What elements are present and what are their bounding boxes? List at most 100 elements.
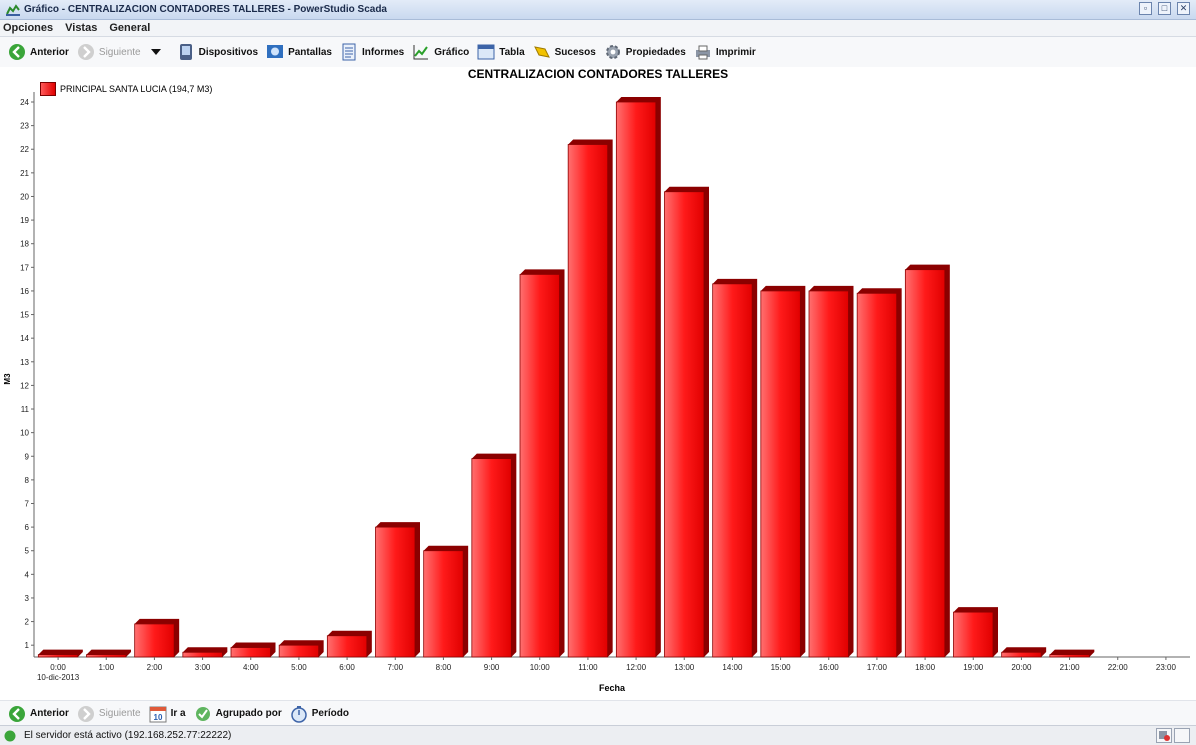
bar-depth: [86, 649, 131, 657]
x-tick-label: 14:00: [722, 663, 743, 672]
x-tick-label: 5:00: [291, 663, 307, 672]
siguiente-button[interactable]: Siguiente: [77, 43, 141, 61]
bar-chart: 123456789101112131415161718192021222324M…: [3, 92, 1190, 693]
y-tick-label: 13: [20, 358, 29, 367]
x-tick-label: 3:00: [195, 663, 211, 672]
periodo-button[interactable]: Período: [290, 705, 349, 723]
group-by-icon: [194, 705, 212, 723]
propiedades-button[interactable]: Propiedades: [604, 43, 686, 61]
window-title: Gráfico - CENTRALIZACION CONTADORES TALL…: [24, 4, 387, 15]
bar-depth: [1049, 649, 1095, 657]
forward-arrow-icon: [77, 43, 95, 61]
dispositivos-button[interactable]: Dispositivos: [177, 43, 258, 61]
minimize-icon[interactable]: ▫: [1139, 2, 1152, 15]
network-status-icon[interactable]: [1156, 728, 1172, 743]
bottom-anterior-button[interactable]: Anterior: [8, 705, 69, 723]
menu-vistas[interactable]: Vistas: [65, 22, 98, 34]
y-tick-label: 21: [20, 169, 29, 178]
y-tick-label: 20: [20, 192, 29, 201]
maximize-icon[interactable]: □: [1158, 2, 1171, 15]
y-tick-label: 8: [25, 476, 30, 485]
history-dropdown-icon[interactable]: [150, 49, 161, 55]
calendar-day: 10: [153, 713, 162, 722]
bar-depth: [712, 278, 758, 657]
bar: [615, 101, 657, 658]
bar: [230, 647, 271, 658]
bar-depth: [568, 139, 613, 658]
informes-label: Informes: [362, 46, 405, 58]
anterior-label: Anterior: [30, 46, 69, 58]
table-icon: [477, 43, 495, 61]
bottom-siguiente-button[interactable]: Siguiente: [77, 705, 141, 723]
bar: [904, 269, 946, 658]
ir-a-button[interactable]: 10 Ir a: [149, 705, 186, 723]
menu-opciones[interactable]: Opciones: [3, 22, 54, 34]
pantallas-button[interactable]: Pantallas: [266, 43, 332, 61]
app-logo-icon: [6, 3, 20, 16]
calendar-icon: 10: [149, 705, 167, 723]
grafico-button[interactable]: Gráfico: [412, 43, 469, 61]
status-empty-slot: [1174, 728, 1190, 743]
x-tick-label: 2:00: [147, 663, 163, 672]
bar: [856, 292, 898, 658]
tabla-label: Tabla: [499, 46, 525, 58]
main-toolbar: Anterior Siguiente Dispositivos Pantalla…: [0, 37, 1196, 67]
chart-title: CENTRALIZACION CONTADORES TALLERES: [467, 67, 729, 81]
dispositivos-label: Dispositivos: [198, 46, 259, 58]
bar: [326, 635, 368, 658]
x-tick-label: 7:00: [387, 663, 403, 672]
bar: [808, 290, 849, 658]
bar-depth: [616, 97, 661, 657]
x-tick-label: 9:00: [484, 663, 500, 672]
informes-button[interactable]: Informes: [340, 43, 404, 61]
bar-depth: [809, 285, 854, 657]
anterior-button[interactable]: Anterior: [8, 43, 69, 61]
x-tick-label: 21:00: [1060, 663, 1081, 672]
x-date-label: 10-dic-2013: [37, 673, 80, 682]
back-arrow-icon: [8, 43, 26, 61]
bar-depth: [375, 522, 420, 657]
y-tick-label: 22: [20, 145, 29, 154]
bar-depth: [231, 642, 276, 657]
agrupado-por-button[interactable]: Agrupado por: [194, 705, 282, 723]
sucesos-button[interactable]: Sucesos: [533, 43, 596, 61]
bar: [375, 526, 416, 658]
bar: [182, 651, 223, 658]
bar: [423, 550, 464, 658]
x-tick-label: 16:00: [819, 663, 840, 672]
y-tick-label: 11: [21, 405, 30, 414]
chart-panel: 1 2 3 4 5 6 7 8 9 10 11 12 13 14 15 16 17 18 19 20 21 22 23 24 M…: [0, 67, 1196, 700]
menu-general[interactable]: General: [109, 22, 151, 34]
bar: [567, 144, 609, 658]
x-axis-label: Fecha: [599, 683, 626, 693]
line-chart-icon: [412, 43, 430, 61]
x-tick-label: 23:00: [1156, 663, 1177, 672]
y-tick-label: 9: [25, 452, 30, 461]
imprimir-button[interactable]: Imprimir: [694, 43, 756, 61]
bar: [760, 290, 801, 658]
x-tick-label: 15:00: [771, 663, 792, 672]
y-tick-label: 14: [20, 334, 29, 343]
legend-swatch: [40, 82, 56, 96]
report-icon: [340, 43, 358, 61]
x-tick-label: 17:00: [867, 663, 888, 672]
bar: [37, 654, 79, 658]
stopwatch-icon: [290, 705, 308, 723]
back-arrow-icon: [8, 705, 26, 723]
forward-arrow-icon: [77, 705, 95, 723]
status-bar: El servidor está activo (192.168.252.77:…: [0, 725, 1196, 745]
bar-depth: [38, 649, 83, 657]
bar: [1049, 654, 1090, 658]
bar-depth: [857, 288, 902, 657]
y-tick-label: 24: [20, 98, 29, 107]
agrupado-por-label: Agrupado por: [215, 708, 282, 719]
x-tick-label: 11:00: [578, 663, 598, 672]
x-tick-label: 0:00: [50, 663, 66, 672]
y-tick-label: 3: [25, 594, 30, 603]
close-icon[interactable]: ✕: [1177, 2, 1190, 15]
x-tick-label: 13:00: [674, 663, 695, 672]
properties-gear-icon: [604, 43, 622, 61]
bar-depth: [134, 618, 180, 657]
navigation-toolbar: Anterior Siguiente 10 Ir a Agrupado por: [0, 700, 1196, 726]
tabla-button[interactable]: Tabla: [477, 43, 525, 61]
